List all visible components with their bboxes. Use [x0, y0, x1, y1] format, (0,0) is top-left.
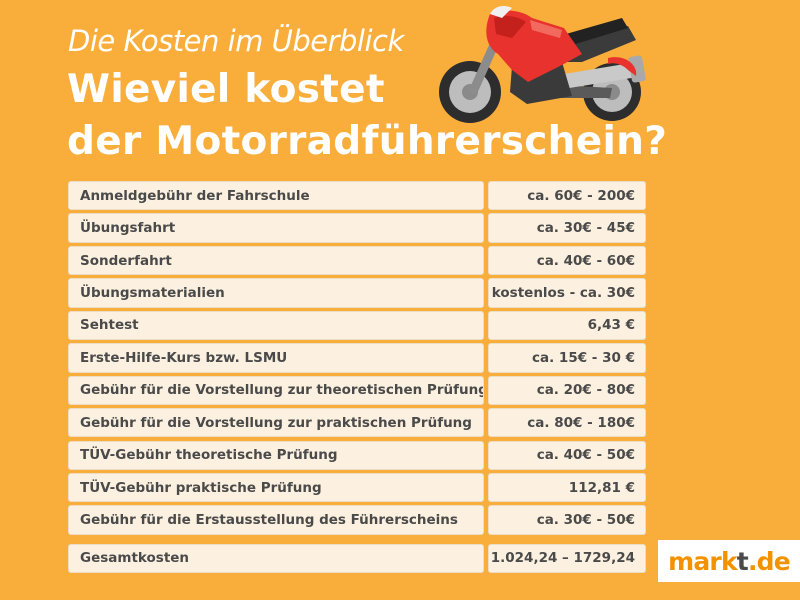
cost-label: TÜV-Gebühr praktische Prüfung: [68, 472, 484, 503]
table-row: Übungsfahrt ca. 30€ - 45€: [68, 213, 646, 243]
cost-label: Sonderfahrt: [68, 245, 484, 276]
table-row: Erste-Hilfe-Kurs bzw. LSMU ca. 15€ - 30 €: [68, 343, 646, 373]
total-row: Gesamtkostenca. 1.024,24 – 1729,24: [68, 543, 646, 574]
logo-part-de: .de: [747, 546, 791, 576]
cost-value: 112,81 €: [488, 472, 646, 503]
table-row: Gebühr für die Vorstellung zur theoretis…: [68, 375, 646, 406]
cost-label: Erste-Hilfe-Kurs bzw. LSMU: [68, 343, 484, 373]
logo-text: markt.de: [668, 546, 791, 576]
table-row: Sonderfahrt ca. 40€ - 60€: [68, 245, 646, 276]
cost-value: ca. 30€ - 50€: [488, 505, 646, 535]
cost-label: Gebühr für die Erstausstellung des Führe…: [68, 505, 484, 535]
total-value: ca. 1.024,24 – 1729,24: [488, 543, 646, 574]
table-row: Anmeldgebühr der Fahrschule ca. 60€ - 200…: [68, 181, 646, 211]
cost-label: Sehtest: [68, 310, 484, 341]
total-label: Gesamtkosten: [68, 543, 484, 574]
table-row: Sehtest 6,43 €: [68, 310, 646, 341]
cost-table: Anmeldgebühr der Fahrschule ca. 60€ - 200…: [68, 181, 646, 576]
cost-label: TÜV-Gebühr theoretische Prüfung: [68, 440, 484, 470]
cost-value: ca. 60€ - 200€: [488, 181, 646, 211]
cost-label: Gebühr für die Vorstellung zur praktisch…: [68, 408, 484, 438]
title-line-2: der Motorradführerschein?: [67, 119, 668, 164]
cost-label: Gebühr für die Vorstellung zur theoretis…: [68, 375, 484, 406]
cost-value: 6,43 €: [488, 310, 646, 341]
table-row: TÜV-Gebühr praktische Prüfung 112,81 €: [68, 472, 646, 503]
table-row: Gebühr für die Vorstellung zur praktisch…: [68, 408, 646, 438]
logo-part-t: t: [736, 546, 749, 576]
title-line-1: Wieviel kostet: [67, 67, 385, 112]
table-row: TÜV-Gebühr theoretische Prüfung ca. 40€ -…: [68, 440, 646, 470]
table-row: Übungsmaterialien kostenlos - ca. 30€: [68, 278, 646, 308]
table-row: Gebühr für die Erstausstellung des Führe…: [68, 505, 646, 535]
cost-value: ca. 80€ - 180€: [488, 408, 646, 438]
cost-label: Übungsmaterialien: [68, 278, 484, 308]
cost-value: ca. 30€ - 45€: [488, 213, 646, 243]
cost-label: Anmeldgebühr der Fahrschule: [68, 181, 484, 211]
cost-value: ca. 40€ - 50€: [488, 440, 646, 470]
cost-label: Übungsfahrt: [68, 213, 484, 243]
motorcycle-icon: [439, 6, 646, 123]
cost-value: ca. 15€ - 30 €: [488, 343, 646, 373]
logo-part-mark: mark: [668, 546, 737, 576]
marktde-logo: markt.de: [658, 540, 800, 582]
page-title: Wieviel kostet der Motorradführerschein?: [67, 64, 667, 168]
cost-value: ca. 20€ - 80€: [488, 375, 646, 406]
cost-value: kostenlos - ca. 30€: [488, 278, 646, 308]
cost-value: ca. 40€ - 60€: [488, 245, 646, 276]
subtitle: Die Kosten im Überblick: [68, 24, 404, 58]
